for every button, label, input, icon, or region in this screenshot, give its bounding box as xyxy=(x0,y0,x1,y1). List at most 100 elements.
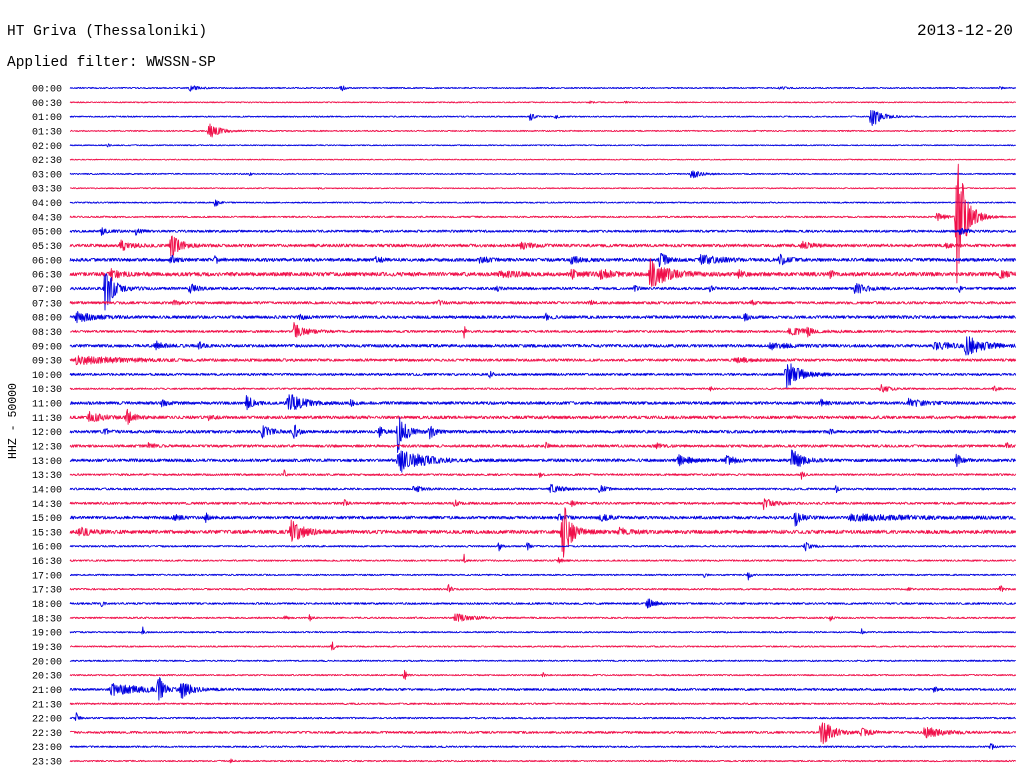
trace-00-30 xyxy=(69,100,1016,104)
row-label-16-30: 16:30 xyxy=(32,557,62,568)
row-label-17-00: 17:00 xyxy=(32,571,62,582)
row-label-11-00: 11:00 xyxy=(32,400,62,411)
row-label-07-00: 07:00 xyxy=(32,285,62,296)
trace-19-30 xyxy=(70,641,1017,651)
trace-15-30 xyxy=(69,507,1017,558)
row-label-11-30: 11:30 xyxy=(32,414,62,425)
trace-15-00 xyxy=(69,512,1016,527)
trace-08-00 xyxy=(69,311,1017,324)
trace-13-00 xyxy=(69,449,1017,473)
trace-16-30 xyxy=(69,553,1017,564)
trace-05-30 xyxy=(69,235,1017,257)
row-label-20-00: 20:00 xyxy=(32,657,62,668)
trace-20-30 xyxy=(69,669,1017,680)
trace-01-00 xyxy=(69,109,1017,127)
row-label-09-00: 09:00 xyxy=(32,342,62,353)
row-label-04-00: 04:00 xyxy=(32,199,62,210)
trace-08-30 xyxy=(69,322,1017,339)
row-label-23-00: 23:00 xyxy=(32,743,62,754)
trace-11-00 xyxy=(69,394,1016,411)
trace-14-00 xyxy=(69,483,1017,494)
row-label-08-30: 08:30 xyxy=(32,328,62,339)
row-label-00-00: 00:00 xyxy=(32,85,62,96)
trace-14-30 xyxy=(69,498,1016,511)
trace-17-30 xyxy=(69,584,1017,593)
trace-03-30 xyxy=(69,187,1017,190)
trace-09-00 xyxy=(69,336,1017,356)
trace-21-30 xyxy=(69,702,1017,706)
date-label: 2013-12-20 xyxy=(917,22,1013,40)
trace-19-00 xyxy=(69,626,1017,635)
trace-10-00 xyxy=(69,363,1017,389)
row-label-02-30: 02:30 xyxy=(32,156,62,167)
trace-05-00 xyxy=(69,227,1017,236)
trace-12-00 xyxy=(69,417,1017,454)
row-label-15-30: 15:30 xyxy=(32,528,62,539)
row-label-15-00: 15:00 xyxy=(32,514,62,525)
row-label-01-30: 01:30 xyxy=(32,128,62,139)
trace-04-30 xyxy=(69,163,1017,284)
row-label-05-00: 05:00 xyxy=(32,228,62,239)
row-label-05-30: 05:30 xyxy=(32,242,62,253)
trace-07-00 xyxy=(69,273,1017,311)
trace-00-00 xyxy=(69,85,1017,92)
trace-03-00 xyxy=(69,170,1017,179)
trace-02-00 xyxy=(69,143,1016,148)
trace-06-00 xyxy=(69,252,1017,268)
row-label-03-30: 03:30 xyxy=(32,185,62,196)
trace-13-30 xyxy=(69,469,1017,480)
trace-10-30 xyxy=(69,384,1017,393)
row-label-18-00: 18:00 xyxy=(32,600,62,611)
row-label-22-30: 22:30 xyxy=(32,729,62,740)
row-label-17-30: 17:30 xyxy=(32,586,62,597)
filter-label: Applied filter: WWSSN-SP xyxy=(7,55,216,71)
trace-16-00 xyxy=(69,541,1017,552)
row-label-13-00: 13:00 xyxy=(32,457,62,468)
row-label-20-30: 20:30 xyxy=(32,672,62,683)
row-label-14-00: 14:00 xyxy=(32,486,62,497)
trace-09-30 xyxy=(69,355,1017,366)
row-label-14-30: 14:30 xyxy=(32,500,62,511)
row-label-01-00: 01:00 xyxy=(32,113,62,124)
row-label-23-30: 23:30 xyxy=(32,758,62,769)
row-label-16-00: 16:00 xyxy=(32,543,62,554)
row-label-02-00: 02:00 xyxy=(32,142,62,153)
trace-23-30 xyxy=(69,758,1017,764)
trace-01-30 xyxy=(69,123,1016,138)
trace-18-00 xyxy=(69,598,1017,609)
row-label-06-30: 06:30 xyxy=(32,271,62,282)
trace-06-30 xyxy=(69,257,1017,287)
row-label-21-30: 21:30 xyxy=(32,700,62,711)
trace-17-00 xyxy=(70,572,1017,581)
station-title: HT Griva (Thessaloniki) xyxy=(7,24,207,40)
trace-20-00 xyxy=(69,659,1016,662)
trace-04-00 xyxy=(69,199,1017,207)
trace-21-00 xyxy=(69,677,1017,701)
row-label-21-00: 21:00 xyxy=(32,686,62,697)
row-label-18-30: 18:30 xyxy=(32,614,62,625)
row-label-04-30: 04:30 xyxy=(32,213,62,224)
row-label-00-30: 00:30 xyxy=(32,99,62,110)
seismic-traces xyxy=(69,85,1017,764)
row-label-12-30: 12:30 xyxy=(32,443,62,454)
row-label-10-30: 10:30 xyxy=(32,385,62,396)
trace-07-30 xyxy=(69,299,1017,306)
row-label-06-00: 06:00 xyxy=(32,256,62,267)
row-label-08-00: 08:00 xyxy=(32,314,62,325)
row-label-12-00: 12:00 xyxy=(32,428,62,439)
row-label-10-00: 10:00 xyxy=(32,371,62,382)
time-tick-labels: 00:00 00:30 01:00 01:30 02:00 02:30 03:00 03:30… xyxy=(32,85,62,769)
row-label-19-30: 19:30 xyxy=(32,643,62,654)
row-label-03-00: 03:00 xyxy=(32,170,62,181)
trace-22-00 xyxy=(69,712,1016,721)
row-label-22-00: 22:00 xyxy=(32,715,62,726)
row-label-19-00: 19:00 xyxy=(32,629,62,640)
row-label-09-30: 09:30 xyxy=(32,357,62,368)
trace-11-30 xyxy=(69,408,1017,425)
row-label-13-30: 13:30 xyxy=(32,471,62,482)
trace-22-30 xyxy=(69,722,1017,745)
trace-23-00 xyxy=(69,743,1017,750)
trace-12-30 xyxy=(69,441,1016,450)
